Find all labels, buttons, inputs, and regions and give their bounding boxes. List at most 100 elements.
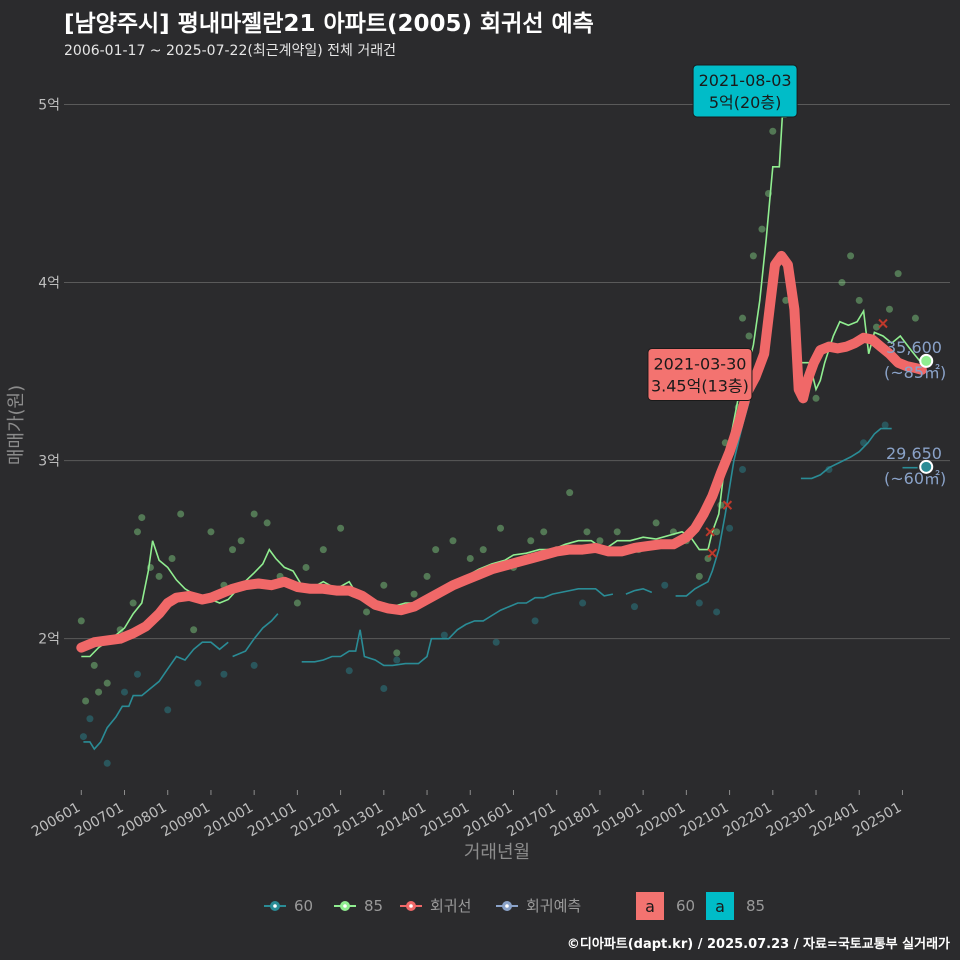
scatter-point-85: [812, 394, 820, 402]
x-tick-label: 201801: [548, 800, 602, 841]
scatter-point-85: [250, 510, 258, 518]
x-tick-label: 202501: [850, 800, 904, 841]
end-label-price: 29,650: [886, 444, 942, 463]
scatter-point-85: [95, 688, 103, 696]
scatter-point-85: [479, 546, 487, 554]
x-axis-title: 거래년월: [464, 842, 530, 863]
scatter-point-60: [380, 685, 388, 693]
scatter-point-60: [630, 603, 638, 611]
scatter-point-85: [237, 537, 245, 545]
scatter-point-85: [838, 279, 846, 287]
x-tick-label: 200701: [72, 800, 126, 841]
legend: 60 85 회귀선 회귀예측 a 60 a 85: [264, 892, 765, 920]
scatter-point-85: [293, 599, 301, 607]
x-tick-label: 201101: [245, 800, 299, 841]
y-tick-label: 4억: [38, 276, 60, 292]
scatter-point-60: [250, 661, 258, 669]
x-tick-label: 202301: [764, 800, 818, 841]
end-label-area: (~60㎡): [884, 469, 946, 488]
x-tick-label: 202001: [634, 800, 688, 841]
legend-area-key: [706, 892, 734, 920]
scatter-layer: [77, 127, 919, 767]
x-tick-label: 201401: [375, 800, 429, 841]
scatter-point-85: [758, 225, 766, 233]
scatter-point-85: [263, 519, 271, 527]
legend-area-label: 60: [676, 897, 695, 915]
scatter-point-60: [661, 581, 669, 589]
scatter-point-85: [583, 528, 591, 536]
y-tick-label: 2억: [38, 632, 60, 648]
scatter-point-85: [782, 296, 790, 304]
series-line-85: [800, 308, 921, 392]
scatter-point-60: [579, 599, 587, 607]
legend-key-dot-center: [343, 904, 347, 908]
regression-line: [76, 250, 927, 653]
scatter-point-85: [739, 314, 747, 322]
scatter-point-85: [652, 519, 660, 527]
scatter-point-85: [466, 555, 474, 563]
grid-layer: [64, 104, 950, 640]
legend-area-label: 85: [746, 897, 765, 915]
end-label-area: (~85㎡): [884, 363, 946, 382]
scatter-point-85: [911, 314, 919, 322]
legend-item-label: 회귀선: [430, 897, 471, 915]
end-point-marker: [919, 459, 934, 474]
scatter-point-85: [319, 546, 327, 554]
outlier-mark: [707, 548, 718, 558]
legend-area-glyph: a: [645, 897, 655, 916]
x-tick-label: 201301: [332, 800, 386, 841]
annotation-value: 5억(20층): [709, 93, 781, 112]
scatter-point-85: [497, 524, 505, 532]
legend-item-label: 회귀예측: [526, 897, 581, 915]
y-tick-label: 3억: [38, 454, 60, 470]
x-tick-label: 200801: [115, 800, 169, 841]
scatter-point-60: [825, 466, 833, 474]
chart-subtitle: 2006-01-17 ~ 2025-07-22(최근계약일) 전체 거래건: [64, 43, 396, 59]
x-tick-label: 201501: [418, 800, 472, 841]
legend-area-key: [636, 892, 664, 920]
scatter-point-60: [531, 617, 539, 625]
scatter-point-85: [596, 537, 604, 545]
legend-key-dot-center: [273, 904, 277, 908]
annotation-date: 2021-08-03: [699, 71, 792, 90]
scatter-point-60: [492, 638, 500, 646]
line-layer: [76, 116, 927, 751]
scatter-point-85: [90, 661, 98, 669]
scatter-point-85: [177, 510, 185, 518]
axis-layer: 2억3억4억5억20060120070120080120090120100120…: [6, 98, 904, 863]
series-line-60: [625, 587, 653, 595]
scatter-point-85: [749, 252, 757, 260]
x-tick-label: 201901: [591, 800, 645, 841]
chart-title: [남양주시] 평내마젤란21 아파트(2005) 회귀선 예측: [64, 11, 594, 37]
scatter-point-85: [337, 524, 345, 532]
x-tick-label: 201701: [504, 800, 558, 841]
x-tick-label: 202401: [807, 800, 861, 841]
legend-key-dot-center: [505, 904, 509, 908]
y-axis-title: 매매가(원): [6, 385, 27, 465]
scatter-point-85: [82, 697, 90, 705]
scatter-point-85: [77, 617, 85, 625]
scatter-point-60: [440, 631, 448, 639]
annotation-box: [692, 64, 798, 118]
scatter-point-60: [121, 688, 129, 696]
annotation-date: 2021-03-30: [653, 354, 746, 373]
scatter-point-60: [713, 608, 721, 616]
scatter-point-60: [881, 421, 889, 429]
scatter-point-85: [380, 581, 388, 589]
legend-key-dot-center: [409, 904, 413, 908]
scatter-point-85: [745, 332, 753, 340]
scatter-point-85: [885, 305, 893, 313]
scatter-point-60: [194, 679, 202, 687]
scatter-point-85: [527, 537, 535, 545]
scatter-point-85: [894, 270, 902, 278]
outlier-mark: [878, 318, 888, 329]
scatter-point-60: [695, 599, 703, 607]
scatter-point-85: [613, 528, 621, 536]
scatter-point-85: [302, 563, 310, 571]
scatter-point-85: [847, 252, 855, 260]
series-line-60: [675, 401, 750, 597]
legend-item-label: 85: [364, 897, 383, 915]
scatter-point-85: [769, 127, 777, 135]
scatter-point-85: [133, 528, 141, 536]
scatter-point-60: [739, 466, 747, 474]
